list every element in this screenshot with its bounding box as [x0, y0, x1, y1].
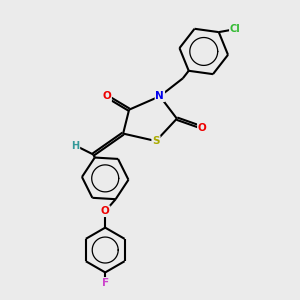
Text: H: H: [71, 140, 80, 151]
Text: N: N: [155, 91, 164, 101]
Text: O: O: [198, 123, 207, 133]
Text: O: O: [102, 91, 111, 101]
Text: O: O: [101, 206, 110, 216]
Text: Cl: Cl: [230, 24, 241, 34]
Text: F: F: [102, 278, 109, 288]
Text: S: S: [152, 136, 160, 146]
